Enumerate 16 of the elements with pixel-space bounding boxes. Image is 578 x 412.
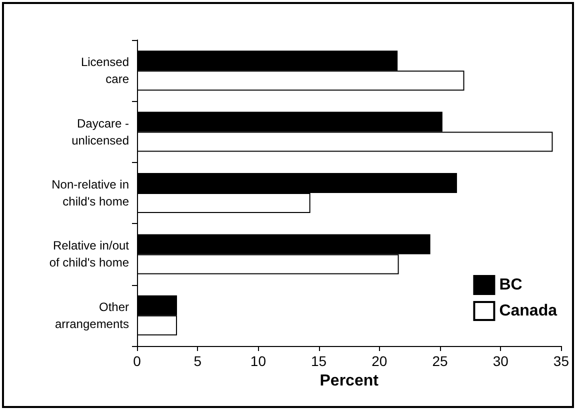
x-tick-label: 0 [133,353,142,369]
x-tick-label: 5 [194,353,202,369]
x-tick-label: 35 [553,353,570,369]
x-tick-label: 20 [372,353,388,369]
x-tick-label: 30 [492,353,509,369]
x-tick-label: 10 [250,353,266,369]
y-tick-label: Relative in/out of child's home [49,238,130,270]
x-tick-label: 25 [432,353,448,369]
x-axis-title: Percent [320,372,380,390]
y-tick-label: Daycare - unlicensed [72,116,129,148]
x-tick-label: 15 [311,353,327,369]
y-tick-label: Licensed care [80,55,130,86]
legend-label: Canada [499,302,558,320]
y-tick-label: Non-relative in child's home [52,178,130,208]
legend-label: BC [499,276,523,294]
y-tick-label: Other arrangements [54,300,129,331]
